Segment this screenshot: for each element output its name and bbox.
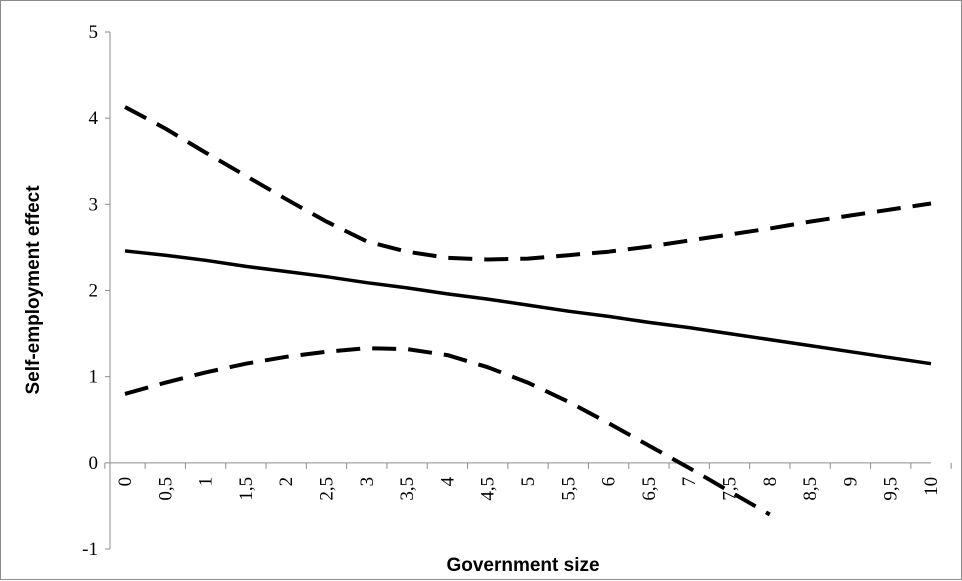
x-tick-label: 0,5 — [155, 477, 176, 501]
x-tick-label: 8,5 — [800, 477, 821, 501]
axes — [109, 32, 931, 549]
x-tick-label: 4 — [437, 476, 458, 486]
confidence-bound-line-2 — [124, 346, 771, 517]
x-tick-label: 1 — [196, 477, 217, 487]
x-tick-label: 6,5 — [639, 477, 660, 501]
x-axis-title: Government size — [446, 555, 599, 576]
y-tick-label: 1 — [89, 367, 99, 388]
series-layer — [124, 105, 932, 517]
x-tick-label: 7 — [679, 477, 700, 487]
confidence-bound-line-1 — [124, 105, 932, 262]
y-tick-label: 0 — [89, 453, 99, 474]
x-tick-label: 5 — [518, 477, 539, 487]
y-tick-label: 5 — [89, 22, 99, 43]
x-tick-label: 3,5 — [397, 477, 418, 501]
x-tick-label: 2 — [276, 477, 297, 487]
x-tick-label: 1,5 — [236, 477, 257, 501]
x-tick-label: 4,5 — [478, 477, 499, 501]
y-tick-labels: -1 0 1 2 3 4 5 — [82, 22, 110, 560]
x-tick-label: 7,5 — [720, 477, 741, 501]
y-tick-label: 2 — [89, 281, 99, 302]
x-tick-labels: 0 0,5 1 1,5 2 2,5 3 3,5 4 4,5 5 5,5 6 6,5 7 7,5 8 8,5 9 9,5… — [104, 462, 952, 501]
y-axis-title: Self-employment effect — [23, 185, 44, 395]
x-tick-label: 2,5 — [317, 477, 338, 501]
x-tick-label: 5,5 — [558, 477, 579, 501]
x-tick-label: 9 — [840, 477, 861, 487]
y-tick-label: 3 — [89, 194, 99, 215]
x-tick-label: 6 — [599, 477, 620, 487]
y-tick-label: 4 — [89, 108, 99, 129]
y-tick-label: -1 — [82, 539, 98, 560]
effect-line — [124, 249, 932, 366]
x-tick-label: 0 — [115, 477, 136, 487]
x-tick-label: 3 — [357, 477, 378, 487]
x-tick-label: 8 — [760, 477, 781, 487]
x-tick-label: 10 — [921, 477, 942, 496]
x-tick-label: 9,5 — [881, 477, 902, 501]
